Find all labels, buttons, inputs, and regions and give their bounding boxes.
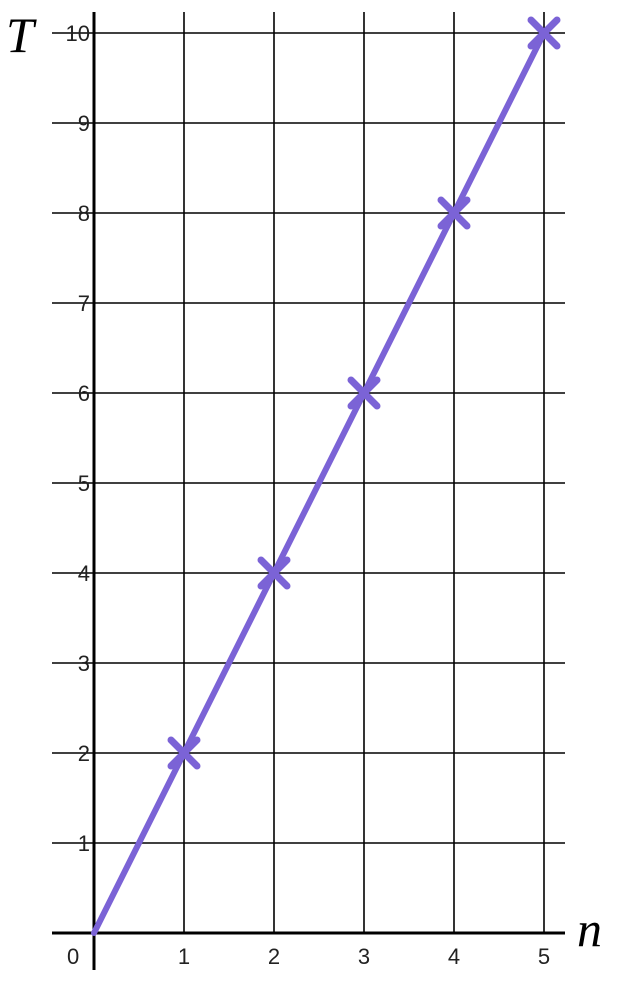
data-point-marker [257,556,291,590]
y-tick-label: 7 [78,291,90,316]
x-tick-label: 4 [448,944,460,969]
y-tick-label: 9 [78,111,90,136]
x-tick-label: 3 [358,944,370,969]
y-tick-label: 1 [78,831,90,856]
y-tick-label: 2 [78,741,90,766]
data-point-marker [167,736,201,770]
y-axis-label: T [6,7,37,63]
origin-label: 0 [67,944,79,969]
x-tick-label: 2 [268,944,280,969]
y-tick-label: 5 [78,471,90,496]
data-point-marker [527,16,561,50]
series-line [91,30,547,936]
axes [52,12,565,970]
data-point-marker [437,196,471,230]
y-tick-label: 10 [66,21,90,46]
y-tick-label: 3 [78,651,90,676]
series [91,16,561,936]
tick-labels: 1 2 3 4 5 1 2 3 4 5 6 7 8 9 10 [66,21,551,969]
x-tick-label: 5 [538,944,550,969]
data-point-marker [347,376,381,410]
y-tick-label: 4 [78,561,90,586]
y-tick-label: 6 [78,381,90,406]
y-tick-label: 8 [78,201,90,226]
x-tick-label: 1 [178,944,190,969]
x-axis-label: n [577,901,602,957]
